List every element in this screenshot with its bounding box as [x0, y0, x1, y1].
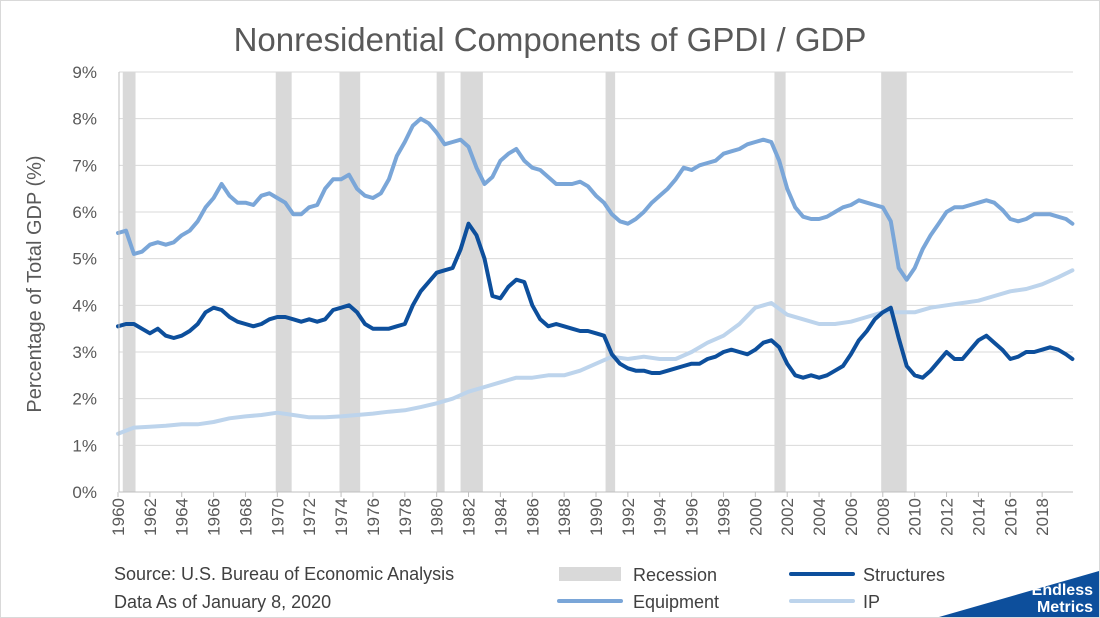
x-tick-label: 1972: [300, 498, 319, 536]
recession-band: [436, 72, 445, 492]
brand-line-1: Endless: [1032, 582, 1093, 599]
y-tick-label: 4%: [72, 296, 97, 315]
recession-bands: [122, 72, 907, 492]
legend-swatch-recession: [559, 567, 621, 581]
x-tick-label: 1986: [523, 498, 542, 536]
y-tick-label: 6%: [72, 203, 97, 222]
x-tick-label: 1990: [587, 498, 606, 536]
legend-label-structures: Structures: [863, 565, 945, 585]
recession-band: [122, 72, 136, 492]
y-tick-label: 0%: [72, 483, 97, 502]
recession-band: [774, 72, 786, 492]
x-tick-label: 1974: [332, 498, 351, 536]
date-note: Data As of January 8, 2020: [114, 592, 331, 612]
x-tick-label: 1964: [173, 498, 192, 536]
x-tick-label: 2004: [810, 498, 829, 536]
recession-band: [881, 72, 907, 492]
x-tick-label: 1984: [491, 498, 510, 536]
recession-band: [275, 72, 292, 492]
x-tick-label: 1968: [236, 498, 255, 536]
y-tick-label: 1%: [72, 436, 97, 455]
x-tick-label: 1980: [428, 498, 447, 536]
source-note: Source: U.S. Bureau of Economic Analysis: [114, 564, 454, 584]
x-tick-label: 1988: [555, 498, 574, 536]
recession-band: [605, 72, 616, 492]
x-tick-label: 2008: [874, 498, 893, 536]
x-tick-label: 1982: [460, 498, 479, 536]
legend-label-ip: IP: [863, 592, 880, 612]
y-axis-label: Percentage of Total GDP (%): [24, 155, 46, 412]
series-line-equipment: [116, 116, 1075, 282]
x-tick-label: 1976: [364, 498, 383, 536]
y-tick-label: 9%: [72, 63, 97, 82]
y-tick-label: 5%: [72, 250, 97, 269]
axes: 0% 1% 2% 3% 4% 5% 6% 7% 8% 9% 1960 1962 1964 1966 1968…: [72, 63, 1073, 536]
x-tick-label: 1992: [619, 498, 638, 536]
series-line-ip: [116, 268, 1075, 436]
x-tick-label: 1998: [714, 498, 733, 536]
y-tick-label: 2%: [72, 390, 97, 409]
x-tick-label: 1962: [141, 498, 160, 536]
x-tick-label: 2016: [1001, 498, 1020, 536]
x-tick-label: 2010: [906, 498, 925, 536]
x-tick-label: 2002: [778, 498, 797, 536]
y-tick-label: 8%: [72, 110, 97, 129]
x-tick-label: 2006: [842, 498, 861, 536]
x-tick-label: 2000: [746, 498, 765, 536]
x-tick-label: 1966: [205, 498, 224, 536]
legend-label-recession: Recession: [633, 565, 717, 585]
recession-band: [460, 72, 483, 492]
x-tick-label: 2014: [969, 498, 988, 536]
x-tick-label: 1978: [396, 498, 415, 536]
x-tick-label: 1970: [268, 498, 287, 536]
x-tick-label: 1994: [651, 498, 670, 536]
brand-logo: Endless Metrics: [939, 571, 1099, 617]
gridlines: [119, 71, 1073, 446]
y-tick-label: 3%: [72, 343, 97, 362]
y-tick-label: 7%: [72, 156, 97, 175]
recession-band: [339, 72, 361, 492]
legend-label-equipment: Equipment: [633, 592, 719, 612]
series-line-structures: [116, 221, 1075, 380]
x-tick-label: 2018: [1033, 498, 1052, 536]
chart-title: Nonresidential Components of GPDI / GDP: [234, 21, 867, 58]
x-tick-label: 1960: [109, 498, 128, 536]
legend: Recession Structures Equipment IP: [557, 565, 945, 612]
x-tick-label: 2012: [938, 498, 957, 536]
series-lines: [116, 116, 1075, 436]
brand-logo-shape: [939, 571, 1099, 617]
x-tick-label: 1996: [683, 498, 702, 536]
brand-line-2: Metrics: [1037, 599, 1093, 616]
